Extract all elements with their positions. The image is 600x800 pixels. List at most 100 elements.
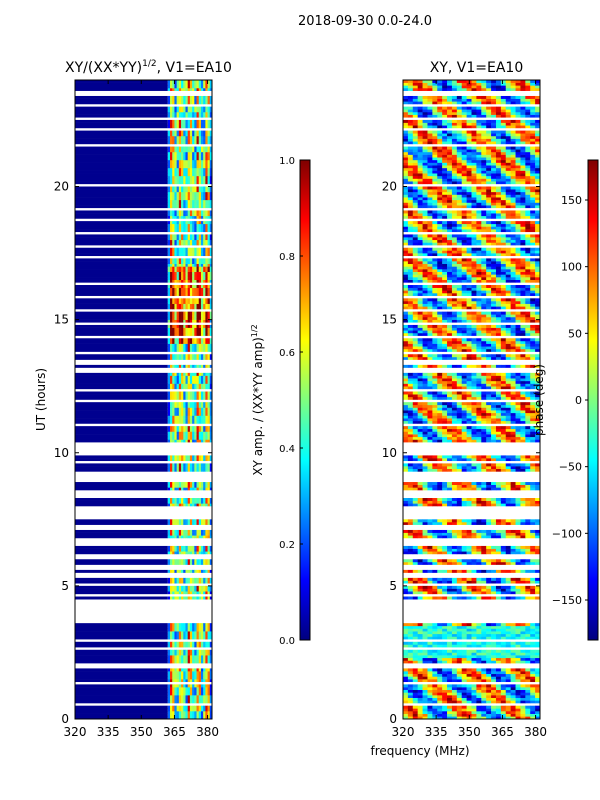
heat-cell [198,561,202,565]
heat-cell [209,396,213,400]
heat-cell [185,189,188,193]
heat-cell [422,695,428,698]
heat-cell [525,713,531,717]
heat-cell [198,293,202,296]
heat-cell [200,306,204,310]
heat-cell [183,223,186,227]
heat-cell [471,577,477,581]
heat-cell [456,484,463,488]
heat-cell [209,271,213,275]
heat-cell [192,271,195,275]
heat-cell [187,253,191,257]
heat-cell [510,559,516,563]
heat-cell [505,500,511,504]
heat-cell [207,234,211,238]
heat-cell [192,237,195,241]
heat-cell [174,418,177,422]
heat-cell [183,157,186,161]
heat-cell [427,641,433,645]
heat-cell [207,258,211,262]
heat-cell [505,545,511,549]
heat-cell [209,205,213,209]
heat-cell [412,519,418,523]
heat-cell [476,596,482,600]
heat-cell [172,261,175,265]
heat-cell [196,311,200,315]
heat-cell [427,633,433,637]
heat-cell [194,239,197,243]
heat-cell [456,641,463,645]
heat-cell [198,383,202,387]
heat-cell [181,383,184,387]
heat-cell [203,503,206,507]
heat-cell [187,402,191,406]
heat-cell [437,697,443,701]
heat-cell [205,535,208,539]
heat-cell [432,684,438,688]
heat-cell [205,95,208,99]
heat-cell [185,106,188,110]
heat-cell [203,633,206,637]
heat-cell [194,279,197,283]
heat-cell [192,633,195,637]
heat-cell [205,263,208,267]
heat-cell [196,689,200,693]
heat-cell [183,431,186,435]
heat-cell [187,644,191,648]
heat-cell [189,431,193,435]
heat-cell [181,711,184,714]
heat-cell [174,386,177,390]
heat-cell [207,468,211,472]
heat-cell [75,221,168,225]
heat-cell [486,569,492,573]
heat-cell [187,298,191,302]
heat-cell [432,660,438,664]
heat-cell [172,420,175,424]
heat-cell [176,175,180,179]
heat-cell [174,705,177,709]
heat-cell [205,154,208,158]
heat-cell [447,644,453,648]
heat-cell [200,191,204,195]
heat-cell [196,708,200,712]
heat-cell [194,380,197,384]
heat-cell [178,338,182,342]
heat-cell [183,655,186,659]
heat-cell [456,649,463,653]
heat-cell [174,122,177,126]
heat-cell [181,125,184,129]
heat-cell [185,689,188,693]
heat-cell [198,327,202,331]
heat-cell [417,503,423,507]
heat-cell [466,705,472,709]
heat-cell [203,215,206,219]
heat-cell [167,135,171,139]
heat-cell [185,364,188,368]
heat-cell [167,551,171,555]
heat-cell [196,713,200,717]
heat-cell [187,82,191,86]
heat-cell [170,119,173,123]
heat-cell [198,149,202,153]
heat-cell [207,577,211,581]
heat-cell [176,426,180,430]
heat-cell [187,285,191,288]
heat-cell [505,644,511,648]
heat-cell [466,484,472,488]
heat-cell [172,170,175,174]
heat-cell [172,660,175,664]
heat-cell [203,657,206,661]
heat-cell [451,716,458,720]
heat-cell [192,138,195,142]
heat-cell [167,82,171,86]
heat-cell [481,519,487,523]
heat-cell [185,98,188,102]
heat-cell [471,532,477,536]
heat-cell [185,529,188,533]
heat-cell [203,695,206,698]
heat-cell [205,644,208,648]
heat-cell [530,641,536,645]
heat-cell [535,633,541,637]
heat-cell [200,221,204,225]
heat-cell [167,119,171,123]
